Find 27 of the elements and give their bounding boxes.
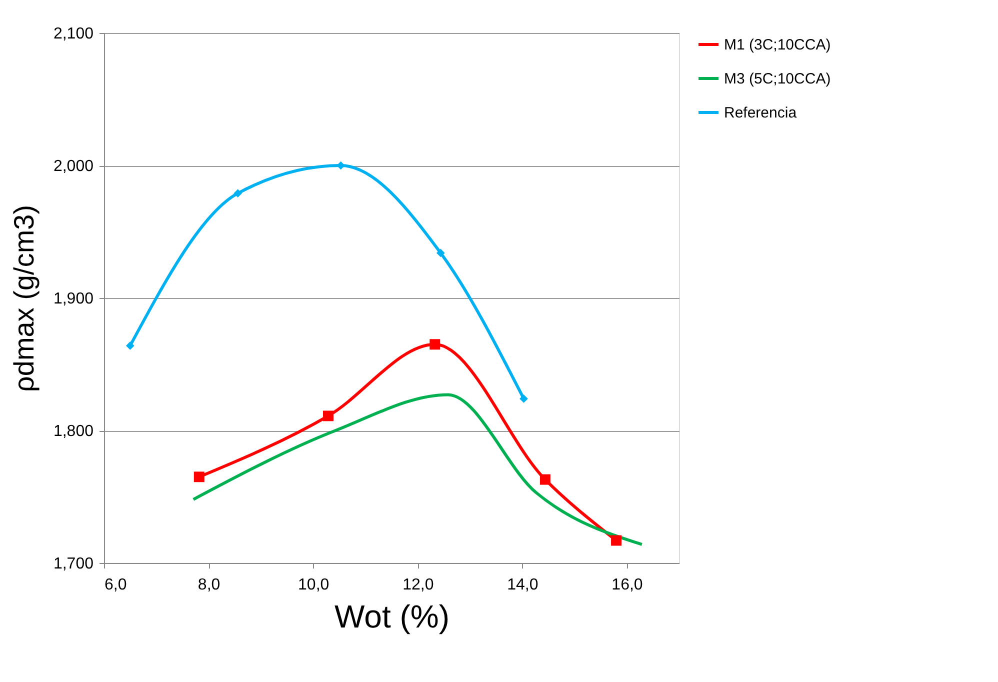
y-tick-label: 1,800 — [53, 423, 94, 440]
y-tick-label: 2,000 — [53, 158, 94, 175]
line-series — [192, 393, 644, 546]
point — [436, 248, 445, 258]
legend-label: Referencia — [724, 104, 798, 122]
x-tick-label: 12,0 — [402, 576, 434, 594]
y-tick-label: 1,900 — [53, 290, 94, 308]
point — [611, 535, 622, 546]
point — [540, 474, 550, 485]
point — [194, 472, 204, 482]
point — [126, 342, 134, 350]
point — [430, 339, 440, 350]
point — [520, 394, 528, 403]
y-tick-label: 1,700 — [53, 556, 94, 572]
x-tick-label: 6,0 — [104, 576, 127, 594]
point — [323, 410, 334, 422]
x-axis-title: Wot (%) — [334, 598, 450, 634]
point — [336, 161, 345, 170]
x-tick-label: 16,0 — [612, 576, 643, 594]
x-tick-label: 10,0 — [298, 576, 330, 594]
point — [234, 189, 242, 198]
y-axis-title: ρdmax (g/cm3) — [8, 204, 40, 392]
x-tick-label: 14,0 — [507, 576, 538, 594]
y-tick-label: 2,100 — [53, 26, 94, 42]
legend-label: M3 (5C;10CCA) — [724, 70, 831, 88]
x-tick-label: 8,0 — [198, 576, 220, 594]
legend-label: M1 (3C;10CCA) — [724, 36, 831, 54]
